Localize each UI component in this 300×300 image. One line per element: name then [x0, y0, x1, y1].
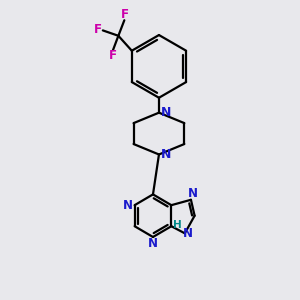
Text: N: N [161, 148, 172, 161]
Text: N: N [188, 187, 198, 200]
Text: H: H [173, 220, 182, 230]
Text: N: N [123, 199, 133, 212]
Text: N: N [147, 237, 158, 250]
Text: N: N [183, 227, 193, 240]
Text: F: F [121, 8, 129, 21]
Text: F: F [94, 23, 101, 36]
Text: F: F [109, 49, 117, 62]
Text: N: N [161, 106, 172, 119]
